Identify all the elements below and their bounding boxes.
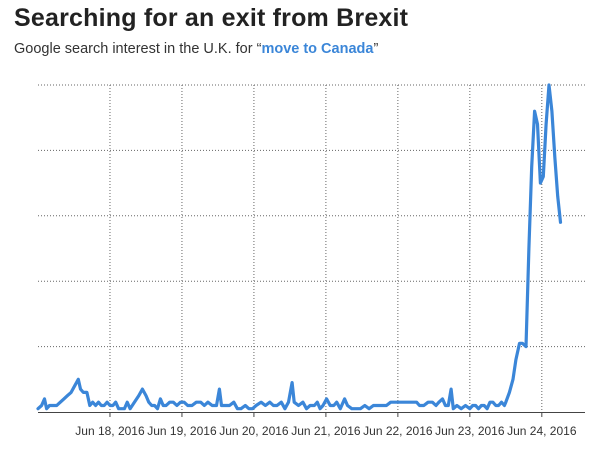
chart-subtitle: Google search interest in the U.K. for “… [14,41,378,57]
x-tick-label: Jun 21, 2016 [291,424,361,438]
x-tick-label: Jun 23, 2016 [435,424,505,438]
x-tick-label: Jun 20, 2016 [219,424,289,438]
x-tick-label: Jun 18, 2016 [75,424,145,438]
subtitle-open-quote: “ [256,41,262,57]
search-term: move to Canada [261,41,374,57]
chart-title: Searching for an exit from Brexit [14,4,409,32]
x-tick-labels: Jun 18, 2016 Jun 19, 2016 Jun 20, 2016 Jun … [75,424,577,438]
subtitle-close-quote: ” [373,41,379,57]
x-tick-label: Jun 22, 2016 [363,424,433,438]
series-line-move-to-canada [36,83,563,411]
x-tick-label: Jun 24, 2016 [507,424,577,438]
x-tick-label: Jun 19, 2016 [147,424,217,438]
grid [38,84,585,412]
subtitle-prefix: Google search interest in the U.K. for [14,41,257,57]
x-axis [38,412,585,417]
series-layer [36,83,563,411]
